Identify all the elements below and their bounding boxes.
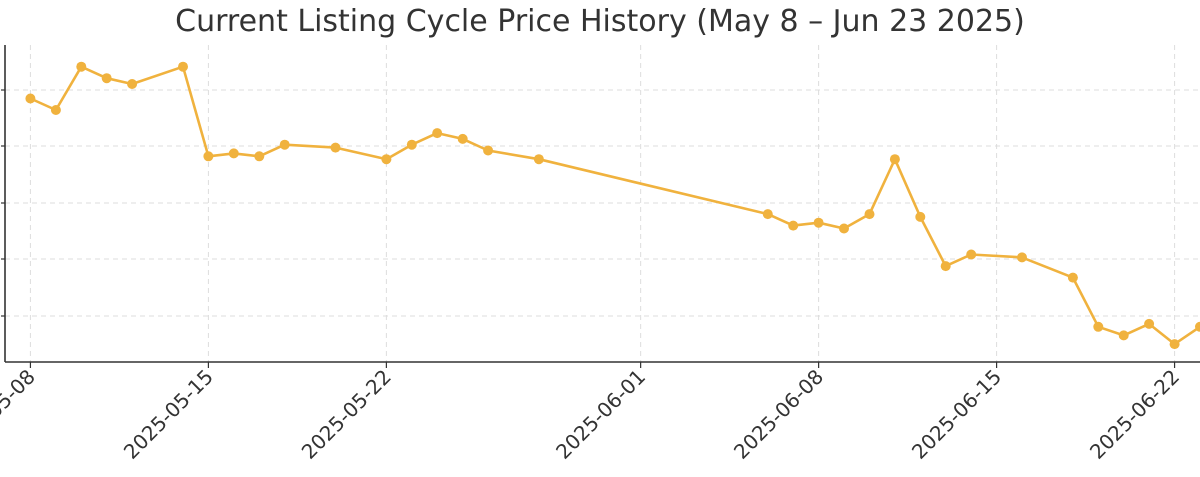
series-line-0 bbox=[29, 65, 1200, 346]
data-point-0-18 bbox=[788, 220, 799, 231]
data-point-0-22 bbox=[889, 154, 900, 165]
data-point-0-24 bbox=[940, 261, 951, 272]
data-point-0-16 bbox=[533, 154, 544, 165]
x-tick-label-0: 2025-05-08 bbox=[0, 365, 40, 464]
data-point-0-30 bbox=[1144, 318, 1155, 329]
x-tick-label-6: 2025-06-22 bbox=[1085, 365, 1184, 464]
data-point-0-3 bbox=[101, 73, 112, 84]
x-tick-label-4: 2025-06-08 bbox=[729, 365, 828, 464]
data-point-0-5 bbox=[178, 61, 188, 72]
x-tick-label-1: 2025-05-15 bbox=[119, 365, 218, 464]
data-point-0-23 bbox=[915, 211, 926, 222]
chart-title: Current Listing Cycle Price History (May… bbox=[175, 4, 1025, 39]
data-point-0-1 bbox=[50, 105, 61, 115]
data-point-0-20 bbox=[839, 223, 849, 234]
data-point-0-19 bbox=[813, 217, 824, 228]
data-point-0-11 bbox=[381, 154, 392, 165]
data-point-0-0 bbox=[25, 93, 36, 104]
data-point-0-13 bbox=[432, 128, 443, 139]
data-point-0-4 bbox=[127, 79, 138, 89]
data-point-0-8 bbox=[254, 151, 265, 162]
data-point-0-25 bbox=[966, 249, 977, 260]
data-point-0-26 bbox=[1017, 252, 1027, 263]
data-point-0-21 bbox=[864, 209, 875, 220]
data-point-0-9 bbox=[279, 139, 290, 150]
data-point-0-31 bbox=[1169, 339, 1180, 350]
data-point-0-32 bbox=[1195, 321, 1200, 332]
x-tick-label-2: 2025-05-22 bbox=[297, 365, 396, 464]
data-point-0-15 bbox=[483, 145, 494, 156]
data-point-0-2 bbox=[76, 61, 87, 72]
data-point-0-6 bbox=[203, 151, 214, 162]
data-point-0-28 bbox=[1093, 321, 1104, 332]
data-point-0-7 bbox=[228, 148, 239, 159]
data-point-0-10 bbox=[330, 142, 341, 153]
data-point-0-27 bbox=[1067, 272, 1078, 283]
data-point-0-12 bbox=[406, 139, 417, 150]
x-tick-label-5: 2025-06-15 bbox=[907, 365, 1006, 464]
data-point-0-29 bbox=[1118, 330, 1129, 341]
x-tick-label-3: 2025-06-01 bbox=[551, 365, 650, 464]
data-point-0-17 bbox=[762, 209, 773, 220]
data-point-0-14 bbox=[457, 133, 468, 144]
